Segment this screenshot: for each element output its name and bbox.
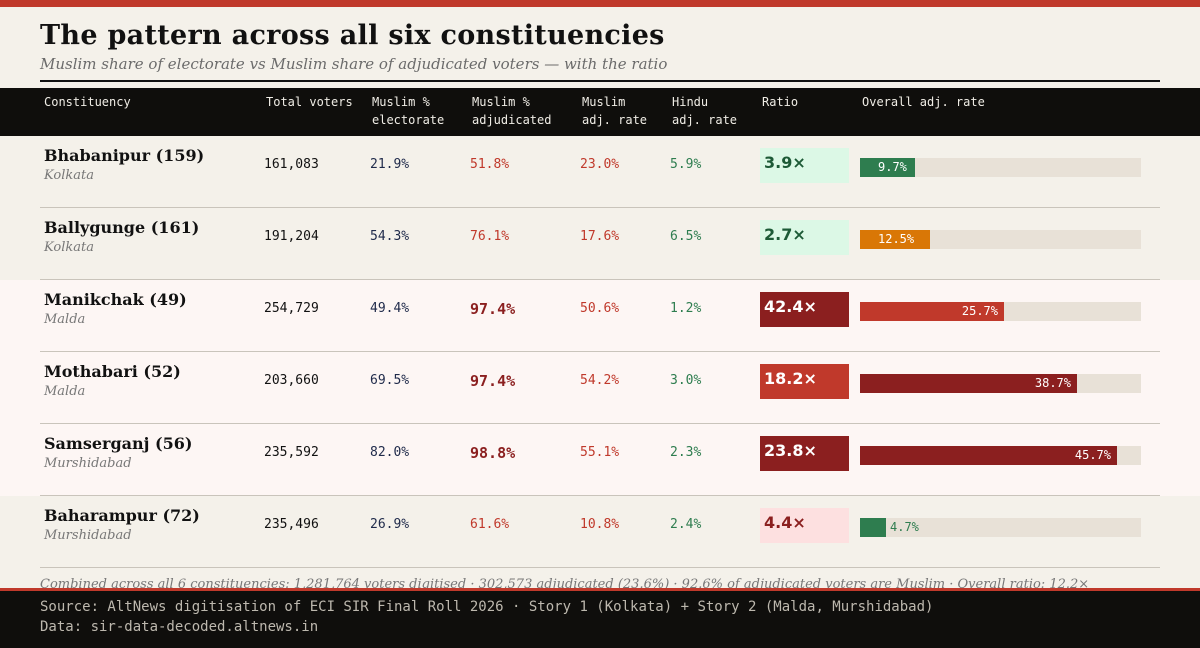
col-muslim-electorate: Muslim % electorate	[372, 95, 445, 127]
muslim-adj-rate-value: 54.2%	[580, 373, 620, 388]
district-name: Malda	[44, 312, 86, 327]
source-footer: Source: AltNews digitisation of ECI SIR …	[0, 588, 1200, 648]
muslim-electorate-value: 49.4%	[370, 301, 410, 316]
page-subtitle: Muslim share of electorate vs Muslim sha…	[40, 55, 668, 73]
overall-rate-bar-track: 12.5%	[860, 230, 1141, 249]
muslim-adj-rate-value: 17.6%	[580, 229, 620, 244]
ratio-badge: 4.4×	[760, 508, 849, 543]
table-row: Mothabari (52) Malda 203,660 69.5% 97.4% 54.2…	[0, 352, 1200, 424]
data-url-line[interactable]: Data: sir-data-decoded.altnews.in	[40, 619, 319, 635]
overall-rate-label: 45.7%	[1074, 448, 1111, 462]
muslim-adjudicated-value: 61.6%	[470, 517, 510, 532]
table-row: Baharampur (72) Murshidabad 235,496 26.9% 61…	[0, 496, 1200, 568]
overall-rate-label: 4.7%	[890, 520, 919, 534]
constituency-name: Mothabari (52)	[44, 362, 181, 381]
title-divider	[40, 80, 1160, 82]
overall-rate-bar	[860, 230, 930, 249]
overall-rate-label: 38.7%	[1034, 376, 1071, 390]
hindu-adj-rate-value: 2.3%	[670, 445, 702, 460]
table-header: Constituency Total voters Muslim % electo…	[0, 88, 1200, 136]
total-voters-value: 191,204	[264, 229, 319, 244]
col-ratio: Ratio	[762, 95, 799, 109]
total-voters-value: 254,729	[264, 301, 319, 316]
muslim-adj-rate-value: 55.1%	[580, 445, 620, 460]
total-voters-value: 235,592	[264, 445, 319, 460]
muslim-adjudicated-value: 97.4%	[470, 300, 516, 318]
overall-rate-bar-track: 4.7%	[860, 518, 1141, 537]
constituency-name: Bhabanipur (159)	[44, 146, 205, 165]
total-voters-value: 235,496	[264, 517, 319, 532]
hindu-adj-rate-value: 5.9%	[670, 157, 702, 172]
district-name: Murshidabad	[44, 528, 132, 543]
constituency-name: Ballygunge (161)	[44, 218, 200, 237]
ratio-badge: 3.9×	[760, 148, 849, 183]
muslim-adj-rate-value: 50.6%	[580, 301, 620, 316]
row-divider	[40, 279, 1160, 280]
page-title: The pattern across all six constituencie…	[40, 20, 665, 51]
muslim-electorate-value: 21.9%	[370, 157, 410, 172]
constituency-name: Baharampur (72)	[44, 506, 200, 525]
col-overall-adj-rate: Overall adj. rate	[862, 95, 985, 109]
total-voters-value: 161,083	[264, 157, 319, 172]
table-row: Bhabanipur (159) Kolkata 161,083 21.9% 51.8%…	[0, 136, 1200, 208]
total-voters-value: 203,660	[264, 373, 319, 388]
row-divider	[40, 351, 1160, 352]
muslim-adjudicated-value: 97.4%	[470, 372, 516, 390]
hindu-adj-rate-value: 2.4%	[670, 517, 702, 532]
district-name: Murshidabad	[44, 456, 132, 471]
overall-rate-bar	[860, 158, 915, 177]
hindu-adj-rate-value: 6.5%	[670, 229, 702, 244]
row-divider	[40, 495, 1160, 496]
row-divider	[40, 207, 1160, 208]
district-name: Kolkata	[44, 240, 94, 255]
district-name: Malda	[44, 384, 86, 399]
col-hindu-adj-rate: Hindu adj. rate	[672, 95, 738, 127]
constituency-name: Samserganj (56)	[44, 434, 193, 453]
muslim-adj-rate-value: 23.0%	[580, 157, 620, 172]
overall-rate-bar-track: 38.7%	[860, 374, 1141, 393]
muslim-electorate-value: 54.3%	[370, 229, 410, 244]
overall-rate-bar-track: 45.7%	[860, 446, 1141, 465]
muslim-adj-rate-value: 10.8%	[580, 517, 620, 532]
muslim-electorate-value: 26.9%	[370, 517, 410, 532]
col-constituency: Constituency	[44, 95, 131, 109]
hindu-adj-rate-value: 1.2%	[670, 301, 702, 316]
overall-rate-label: 12.5%	[878, 232, 915, 246]
table-row: Manikchak (49) Malda 254,729 49.4% 97.4% 50.6…	[0, 280, 1200, 352]
constituency-name: Manikchak (49)	[44, 290, 187, 309]
overall-rate-bar-track: 9.7%	[860, 158, 1141, 177]
overall-rate-bar	[860, 374, 1077, 393]
overall-rate-label: 9.7%	[878, 160, 907, 174]
overall-rate-bar	[860, 518, 886, 537]
muslim-adjudicated-value: 76.1%	[470, 229, 510, 244]
source-line: Source: AltNews digitisation of ECI SIR …	[40, 599, 934, 615]
table-row: Samserganj (56) Murshidabad 235,592 82.0% 98…	[0, 424, 1200, 496]
col-muslim-adjudicated: Muslim % adjudicated	[472, 95, 552, 127]
muslim-adjudicated-value: 98.8%	[470, 444, 516, 462]
ratio-badge: 23.8×	[760, 436, 849, 471]
footnote-divider	[40, 567, 1160, 568]
overall-rate-bar	[860, 446, 1117, 465]
overall-rate-label: 25.7%	[961, 304, 998, 318]
ratio-badge: 18.2×	[760, 364, 849, 399]
ratio-badge: 2.7×	[760, 220, 849, 255]
hindu-adj-rate-value: 3.0%	[670, 373, 702, 388]
row-divider	[40, 423, 1160, 424]
muslim-electorate-value: 82.0%	[370, 445, 410, 460]
overall-rate-bar	[860, 302, 1004, 321]
top-accent-bar	[0, 0, 1200, 7]
muslim-adjudicated-value: 51.8%	[470, 157, 510, 172]
district-name: Kolkata	[44, 168, 94, 183]
col-muslim-adj-rate: Muslim adj. rate	[582, 95, 648, 127]
muslim-electorate-value: 69.5%	[370, 373, 410, 388]
ratio-badge: 42.4×	[760, 292, 849, 327]
overall-rate-bar-track: 25.7%	[860, 302, 1141, 321]
col-total-voters: Total voters	[266, 95, 353, 109]
table-row: Ballygunge (161) Kolkata 191,204 54.3% 76.1%…	[0, 208, 1200, 280]
